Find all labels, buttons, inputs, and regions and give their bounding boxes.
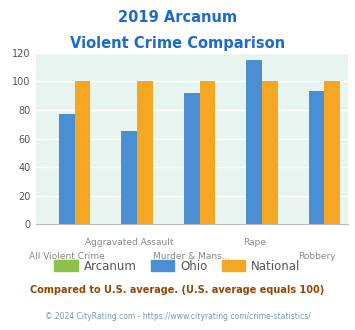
Legend: Arcanum, Ohio, National: Arcanum, Ohio, National <box>50 255 305 278</box>
Bar <box>309 91 324 224</box>
Bar <box>75 82 90 224</box>
Bar <box>59 114 75 224</box>
Bar <box>324 82 340 224</box>
Text: All Violent Crime: All Violent Crime <box>29 252 105 261</box>
Bar <box>184 93 200 224</box>
Text: Murder & Mans...: Murder & Mans... <box>153 252 230 261</box>
Bar <box>121 131 137 224</box>
Text: Rape: Rape <box>243 238 266 247</box>
Bar <box>262 82 278 224</box>
Text: Robbery: Robbery <box>298 252 335 261</box>
Text: Violent Crime Comparison: Violent Crime Comparison <box>70 36 285 51</box>
Text: Aggravated Assault: Aggravated Assault <box>85 238 174 247</box>
Bar <box>246 60 262 224</box>
Bar <box>137 82 153 224</box>
Text: © 2024 CityRating.com - https://www.cityrating.com/crime-statistics/: © 2024 CityRating.com - https://www.city… <box>45 312 310 321</box>
Bar <box>200 82 215 224</box>
Text: 2019 Arcanum: 2019 Arcanum <box>118 10 237 25</box>
Text: Compared to U.S. average. (U.S. average equals 100): Compared to U.S. average. (U.S. average … <box>31 285 324 295</box>
